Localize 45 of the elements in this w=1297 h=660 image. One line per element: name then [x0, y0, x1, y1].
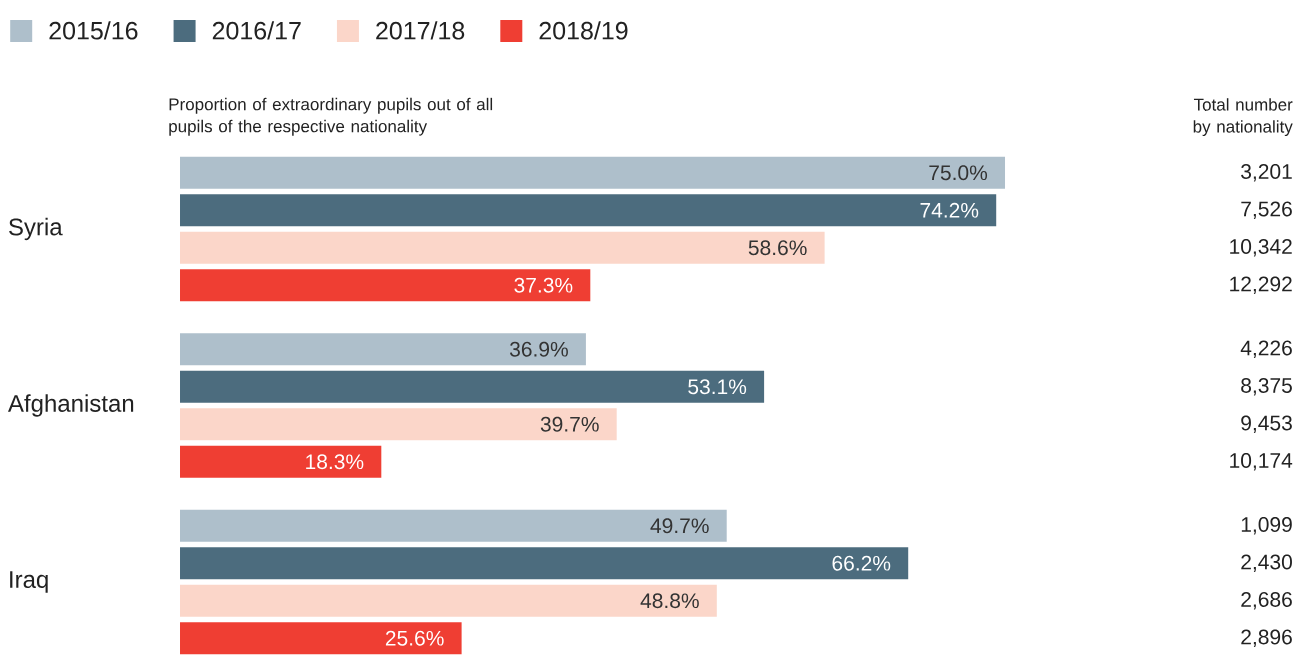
x-axis-title: Proportion of extraordinary pupils out of all pupils of the respective nationality	[169, 97, 493, 136]
bar	[180, 584, 717, 617]
data-label: 66.2%	[832, 555, 891, 571]
legend-label: 2018/19	[539, 21, 628, 40]
bar	[180, 269, 591, 302]
text: 10,342	[1230, 239, 1292, 257]
data-label: 39.7%	[540, 416, 599, 432]
bar	[180, 194, 997, 227]
y-tick-label: Iraq	[10, 571, 48, 593]
text: 3,201	[1241, 164, 1292, 182]
y-tick-label: Afghanistan	[7, 394, 134, 417]
bar	[180, 408, 617, 441]
text: 8,375	[1241, 378, 1292, 396]
bar	[180, 622, 462, 655]
data-label: 53.1%	[688, 379, 747, 395]
text: Total number by nationality	[1193, 98, 1293, 137]
data-label: 48.8%	[640, 593, 699, 609]
text: 7,526	[1241, 201, 1292, 219]
bar	[180, 547, 909, 580]
bar	[180, 231, 825, 264]
bar	[180, 445, 382, 478]
text: 12,292	[1230, 276, 1292, 294]
legend-label: 2016/17	[212, 21, 301, 40]
bar	[180, 333, 586, 366]
data-label: 25.6%	[385, 630, 444, 646]
bar	[180, 509, 727, 542]
data-label: 58.6%	[748, 240, 807, 256]
legend-label: 2017/18	[376, 21, 465, 40]
text: 4,226	[1240, 340, 1292, 358]
data-label: 74.2%	[920, 202, 979, 218]
text: 10,174	[1230, 453, 1293, 471]
text: 2,430	[1241, 554, 1292, 572]
data-label: 49.7%	[650, 518, 709, 534]
data-label: 75.0%	[929, 165, 988, 181]
bar	[180, 156, 1006, 189]
text: 2,896	[1241, 629, 1292, 647]
data-label: 37.3%	[514, 277, 573, 293]
bar	[180, 370, 765, 403]
data-label: 36.9%	[509, 341, 568, 357]
text: 1,099	[1241, 517, 1292, 535]
text: 9,453	[1241, 415, 1292, 433]
legend-label: 2015/16	[49, 21, 138, 40]
data-label: 18.3%	[306, 454, 364, 470]
text: 2,686	[1241, 592, 1292, 610]
y-tick-label: Syria	[9, 217, 63, 241]
